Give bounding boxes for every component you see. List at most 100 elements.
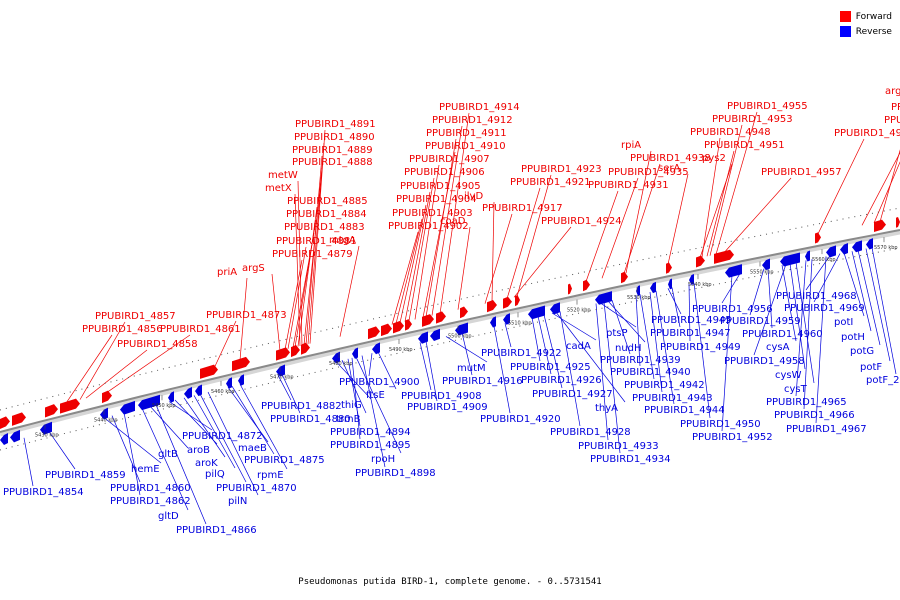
kbp-tick-label: 5470 kbp [270, 375, 294, 381]
gene-label-ppubird1-4902: PPUBIRD1_4902 [388, 221, 469, 232]
gene-label-ppubird1-4942: PPUBIRD1_4942 [624, 380, 705, 391]
kbp-tick-label: 5520 kbp [567, 308, 591, 314]
gene-label-ppubird1-4862: PPUBIRD1_4862 [110, 496, 191, 507]
reverse-leader-line [368, 353, 373, 377]
forward-gene-block [874, 219, 886, 232]
gene-label-metw: metW [268, 170, 298, 181]
forward-leader-line [879, 149, 900, 222]
reverse-leader-line [155, 404, 207, 525]
reverse-leader-line [815, 256, 827, 424]
reverse-gene-block [418, 331, 428, 344]
forward-leader-line [439, 112, 470, 314]
kbp-tick-label: 5500 kbp [448, 334, 472, 340]
gene-label-ppubird1-4965: PPUBIRD1_4965 [766, 397, 847, 408]
reverse-gene-block [780, 252, 800, 267]
reverse-leader-line [183, 397, 226, 458]
reverse-leader-line [595, 303, 609, 441]
gene-label-ppubird1-4957: PPUBIRD1_4957 [761, 167, 842, 178]
gene-label-ppubird1-4947: PPUBIRD1_4947 [650, 328, 731, 339]
reverse-leader-line [23, 437, 34, 487]
forward-gene-block [405, 319, 412, 331]
gene-label-ppubird1-4951: PPUBIRD1_4951 [704, 140, 785, 151]
gene-label-ppubird1-4908: PPUBIRD1_4908 [401, 391, 482, 402]
reverse-leader-line [355, 356, 402, 454]
gene-label-ppubird1-4958: PPUBIRD1_4958 [724, 356, 805, 367]
forward-gene-block [714, 249, 734, 264]
gene-label-cysw: cysW [775, 370, 802, 381]
gene-label-ppubird1-4891: PPUBIRD1_4891 [295, 119, 376, 130]
reverse-leader-line [721, 275, 733, 432]
reverse-leader-line [857, 250, 881, 346]
reverse-gene-block [636, 285, 640, 297]
forward-leader-line [391, 231, 419, 325]
gene-label-ppubird1-4894: PPUBIRD1_4894 [330, 427, 411, 438]
forward-leader-line [873, 161, 900, 224]
forward-gene-block [515, 294, 520, 307]
gene-label-ppubird1-4895: PPUBIRD1_4895 [330, 440, 411, 451]
reverse-leader-line [671, 287, 681, 328]
gene-label-poti: potI [834, 317, 853, 328]
forward-leader-line [723, 177, 792, 254]
gene-label-ppubird1-4952: PPUBIRD1_4952 [692, 432, 773, 443]
gene-label-ppubird1-4903: PPUBIRD1_4903 [392, 208, 473, 219]
gene-label-ppubird1-4875: PPUBIRD1_4875 [244, 455, 325, 466]
reverse-leader-line [537, 315, 552, 375]
reverse-leader-line [199, 393, 247, 483]
forward-leader-line [817, 138, 865, 235]
gene-label-ppubird1-4969: PPUBIRD1_4969 [784, 303, 865, 314]
reverse-gene-block [490, 316, 496, 328]
reverse-leader-line [795, 260, 807, 397]
gene-label-ppubird1-4866: PPUBIRD1_4866 [176, 525, 257, 536]
reverse-leader-line [603, 301, 621, 454]
forward-leader-line [284, 259, 303, 350]
reverse-leader-line [843, 252, 865, 317]
forward-leader-line [585, 190, 619, 282]
forward-leader-line [457, 226, 471, 310]
reverse-gene-block [184, 386, 192, 399]
forward-gene-block [460, 306, 468, 319]
gene-label-ppubird1-4925: PPUBIRD1_4925 [510, 362, 591, 373]
gene-label-ilvd: ilvD [464, 191, 483, 202]
gene-label-ppubird1-4933: PPUBIRD1_4933 [578, 441, 659, 452]
forward-gene-block [276, 347, 290, 361]
forward-gene-block [368, 326, 380, 340]
gene-label-ftse: ftsE [366, 390, 385, 401]
gene-label-rpme: rpmE [257, 470, 284, 481]
gene-label-arok: aroK [195, 458, 218, 469]
gene-label-arob: aroB [187, 445, 210, 456]
kbp-tick-label: 5430 kbp [35, 432, 59, 438]
reverse-leader-line [753, 264, 787, 356]
reverse-leader-line [227, 386, 269, 443]
gene-label-ppubird1-4859: PPUBIRD1_4859 [45, 470, 126, 481]
gene-label-thya: thyA [595, 403, 618, 414]
gene-label-nudh: nudH [615, 343, 642, 354]
gene-label-ppubird1-4900: PPUBIRD1_4900 [339, 377, 420, 388]
gene-features [0, 217, 900, 445]
reverse-gene-block [725, 264, 742, 278]
gene-label-poth: potH [841, 332, 865, 343]
gene-label-potf-2: potF_2 [866, 375, 900, 386]
gene-label-ppubird1-4909: PPUBIRD1_4909 [407, 402, 488, 413]
forward-gene-block [60, 398, 80, 414]
forward-leader-line [297, 180, 303, 346]
reverse-gene-block [595, 291, 612, 305]
gene-label-gltd: gltD [158, 511, 179, 522]
forward-leader-line [861, 151, 900, 226]
gene-label-ppubird1-4926: PPUBIRD1_4926 [521, 375, 602, 386]
reverse-leader-line [281, 374, 301, 414]
reverse-strand-track [0, 247, 900, 451]
reverse-leader-line [504, 323, 512, 348]
gene-label-ppubird1-4911: PPUBIRD1_4911 [426, 128, 507, 139]
forward-gene-block [583, 279, 590, 292]
reverse-gene-block [138, 394, 160, 411]
gene-label-ppubird1-4934: PPUBIRD1_4934 [590, 454, 671, 465]
forward-leader-line [303, 167, 323, 346]
reverse-leader-line [543, 314, 563, 389]
forward-leader-line [79, 321, 126, 400]
forward-gene-block [45, 404, 58, 418]
reverse-leader-line [611, 300, 631, 355]
legend-item-forward: Forward [839, 9, 892, 24]
reverse-gene-block [10, 429, 20, 443]
legend-swatch-reverse [839, 26, 851, 37]
forward-leader-line [85, 349, 148, 399]
